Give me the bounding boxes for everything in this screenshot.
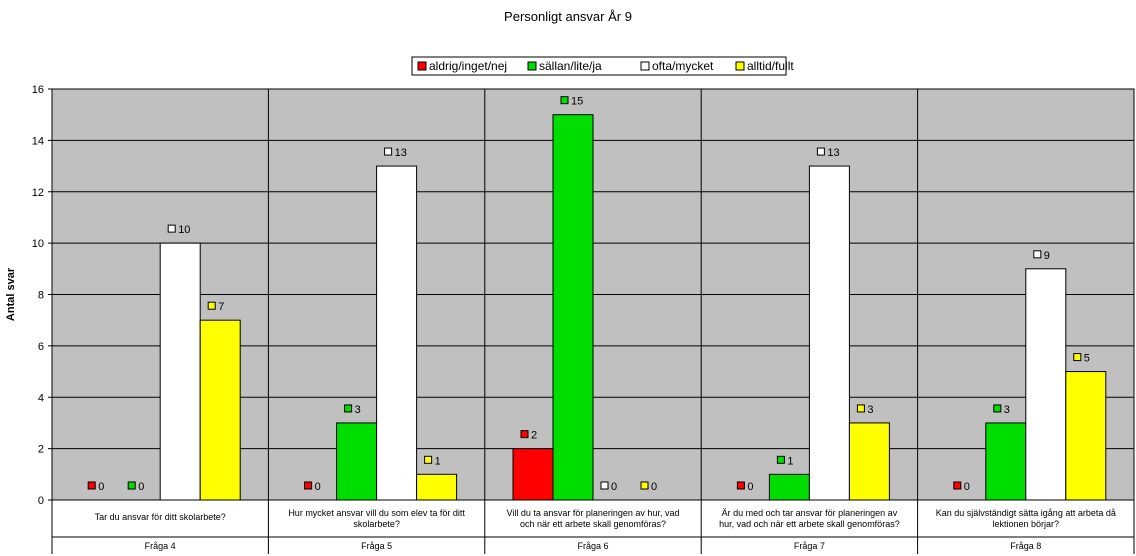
y-tick-label: 2 — [38, 444, 44, 456]
data-label: 13 — [395, 147, 407, 159]
data-label: 0 — [138, 481, 144, 493]
y-tick-label: 12 — [32, 187, 44, 199]
bar — [808, 165, 850, 501]
data-label-key — [167, 224, 176, 233]
data-label-key — [993, 404, 1002, 413]
category-question: skolarbete? — [353, 519, 400, 529]
data-label-key — [953, 481, 962, 490]
legend-label: aldrig/inget/nej — [429, 59, 507, 73]
bar — [1065, 371, 1107, 501]
data-label-key — [304, 481, 313, 490]
data-label: 3 — [867, 404, 873, 416]
legend-box — [411, 56, 787, 76]
y-tick-label: 0 — [38, 495, 44, 507]
data-label-key — [640, 481, 649, 490]
bar — [416, 473, 458, 501]
data-label: 3 — [355, 404, 361, 416]
data-label-key — [344, 404, 353, 413]
data-label: 2 — [531, 430, 537, 442]
chart-title: Personligt ansvar År 9 — [504, 9, 632, 24]
data-label: 1 — [787, 455, 793, 467]
data-label: 13 — [827, 147, 839, 159]
legend-swatch — [417, 61, 427, 71]
category-question: och när ett arbete skall genomföras? — [520, 519, 666, 529]
data-label-key — [600, 481, 609, 490]
category-question: Vill du ta ansvar för planeringen av hur… — [507, 508, 680, 518]
x-axis-table: Tar du ansvar för ditt skolarbete? Fråga … — [51, 500, 1135, 554]
data-label: 0 — [651, 481, 657, 493]
category-name: Fråga 4 — [145, 541, 176, 551]
data-label: 1 — [435, 455, 441, 467]
data-label: 5 — [1084, 353, 1090, 365]
data-label: 7 — [218, 301, 224, 313]
y-tick-label: 14 — [32, 135, 44, 147]
bar — [159, 242, 201, 501]
data-label: 0 — [747, 481, 753, 493]
legend-label: ofta/mycket — [652, 59, 714, 73]
legend-label: sällan/lite/ja — [539, 59, 602, 73]
data-label: 3 — [1004, 404, 1010, 416]
category-question: Tar du ansvar för ditt skolarbete? — [95, 512, 226, 522]
data-label: 0 — [315, 481, 321, 493]
data-label: 15 — [571, 96, 583, 108]
bar — [768, 473, 810, 501]
data-label-key — [856, 404, 865, 413]
y-tick-label: 6 — [38, 341, 44, 353]
category-name: Fråga 8 — [1010, 541, 1041, 551]
data-label-key — [207, 301, 216, 310]
data-label-key — [1073, 353, 1082, 362]
category-question: Är du med och tar ansvar för planeringen… — [722, 508, 898, 518]
y-tick-label: 4 — [38, 392, 44, 404]
y-tick-label: 10 — [32, 238, 44, 250]
legend: aldrig/inget/nej sällan/lite/ja ofta/mycke… — [411, 56, 794, 76]
legend-swatch — [527, 61, 537, 71]
bars: 0 0 10 7 0 3 13 1 2 15 0 0 0 1 13 3 0 3 9 5 — [87, 96, 1107, 501]
data-label-key — [127, 481, 136, 490]
data-label-key — [736, 481, 745, 490]
bar — [848, 422, 890, 501]
category-question: lektionen börjar? — [993, 519, 1060, 529]
bar — [552, 114, 594, 501]
data-label-key — [384, 147, 393, 156]
data-label-key — [87, 481, 96, 490]
data-label: 0 — [611, 481, 617, 493]
category-question: Kan du självständigt sätta igång att arb… — [936, 508, 1116, 518]
data-label: 9 — [1044, 250, 1050, 262]
legend-swatch — [735, 61, 745, 71]
category-name: Fråga 6 — [577, 541, 608, 551]
bar — [376, 165, 418, 501]
data-label: 10 — [178, 224, 190, 236]
data-label-key — [816, 147, 825, 156]
bar — [199, 319, 241, 501]
data-label-key — [560, 96, 569, 105]
bar — [985, 422, 1027, 501]
bar — [512, 448, 554, 501]
y-axis: 0 2 4 6 8 10 12 14 16 — [32, 84, 52, 507]
y-tick-label: 16 — [32, 84, 44, 96]
category-question: Hur mycket ansvar vill du som elev ta fö… — [288, 508, 465, 518]
category-name: Fråga 7 — [794, 541, 825, 551]
y-tick-label: 8 — [38, 290, 44, 302]
bar — [336, 422, 378, 501]
data-label-key — [1033, 250, 1042, 259]
category-question: hur, vad och när ett arbete skall genomf… — [719, 519, 900, 529]
category-name: Fråga 5 — [361, 541, 392, 551]
data-label-key — [776, 455, 785, 464]
y-axis-label: Antal svar — [5, 267, 17, 321]
data-label: 0 — [98, 481, 104, 493]
data-label-key — [520, 430, 529, 439]
legend-swatch — [640, 61, 650, 71]
legend-label: alltid/fullt — [747, 59, 794, 73]
data-label: 0 — [964, 481, 970, 493]
data-label-key — [424, 455, 433, 464]
bar — [1025, 268, 1067, 501]
